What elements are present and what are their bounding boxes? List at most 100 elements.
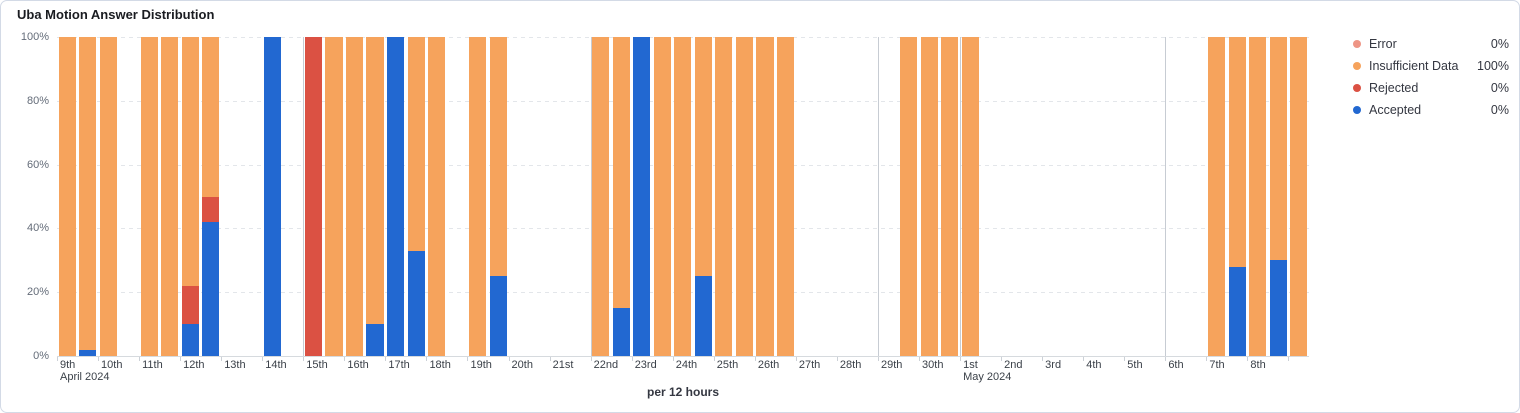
legend-item-insufficient-data[interactable]: Insufficient Data 100% [1353,55,1509,77]
x-axis-label: 6th [1168,359,1184,371]
axis-tick [344,357,346,361]
bar-segment-accepted[interactable] [386,37,405,356]
bar-segment-insufficient-data[interactable] [1249,37,1267,356]
bar-segment-insufficient-data[interactable] [140,37,158,356]
x-axis-label: 22nd [593,359,619,371]
week-boundary-line [303,37,305,356]
legend-label: Error [1369,37,1397,51]
x-axis-label: 23rd [634,359,657,371]
x-axis-label: 13th [224,359,246,371]
bar-segment-accepted[interactable] [79,349,97,356]
bar-segment-insufficient-data[interactable] [1228,37,1246,267]
axis-tick [467,357,469,361]
bar-segment-insufficient-data[interactable] [756,37,774,356]
y-axis-label: 80% [26,94,49,107]
bar-segment-insufficient-data[interactable] [407,37,425,251]
x-axis-title: per 12 hours [646,385,720,399]
bar-segment-insufficient-data[interactable] [79,37,97,350]
bar-segment-insufficient-data[interactable] [366,37,384,325]
x-axis-label: 8th [1250,359,1266,371]
x-axis-label: 11th [142,359,163,371]
x-axis-label: 19th [470,359,492,371]
bar-segment-accepted[interactable] [263,37,281,356]
bar-segment-insufficient-data[interactable] [900,37,918,356]
legend-label: Accepted [1369,103,1422,117]
bar-segment-insufficient-data[interactable] [99,37,117,356]
bar-segment-insufficient-data[interactable] [1207,37,1226,356]
axis-tick [1165,357,1167,361]
axis-tick [385,357,387,361]
week-boundary-line [877,37,879,356]
bar-segment-accepted[interactable] [489,276,507,356]
bar-segment-accepted[interactable] [612,308,630,356]
x-axis-label: 21st [552,359,574,371]
x-axis-label: 14th [265,359,287,371]
axis-tick [1206,357,1208,361]
bar-segment-accepted[interactable] [1228,266,1246,356]
axis-tick [1124,357,1126,361]
bar-segment-insufficient-data[interactable] [469,37,487,356]
bar-segment-insufficient-data[interactable] [181,37,199,286]
legend-dot-icon [1353,40,1361,48]
x-axis-label: 26th [757,359,780,371]
bar-segment-insufficient-data[interactable] [428,37,446,356]
bar-segment-insufficient-data[interactable] [592,37,610,356]
bar-segment-accepted[interactable] [366,324,384,356]
axis-tick [672,357,674,361]
bar-segment-insufficient-data[interactable] [161,37,179,356]
bar-segment-insufficient-data[interactable] [58,37,76,356]
legend-item-accepted[interactable]: Accepted 0% [1353,99,1509,121]
bar-segment-accepted[interactable] [181,324,199,356]
bar-segment-accepted[interactable] [1269,260,1287,356]
bar-segment-insufficient-data[interactable] [489,37,507,277]
x-axis-label: 15th [306,359,328,371]
x-axis-line [57,356,1309,357]
bar-segment-rejected[interactable] [304,37,322,356]
bar-segment-insufficient-data[interactable] [1269,37,1287,261]
bar-segment-insufficient-data[interactable] [202,37,220,197]
week-boundary-line [590,37,592,356]
bar-segment-insufficient-data[interactable] [325,37,343,356]
x-axis-label: 10th [101,359,123,371]
y-axis-label: 100% [20,31,49,43]
x-axis-label: 29th [880,359,903,371]
axis-tick [836,357,838,361]
x-axis-label: 17th [388,359,410,371]
legend-dot-icon [1353,106,1361,114]
chart-title: Uba Motion Answer Distribution [17,7,215,22]
bar-segment-insufficient-data[interactable] [674,37,692,356]
axis-tick [426,357,428,361]
bar-segment-rejected[interactable] [202,196,220,223]
bar-segment-accepted[interactable] [202,222,220,356]
x-axis-label: 7th [1209,359,1225,371]
legend: Error 0% Insufficient Data 100% Rejected 0% Ac… [1353,33,1509,121]
bar-segment-accepted[interactable] [694,276,712,356]
x-axis-label: 9th [60,359,76,371]
legend-item-rejected[interactable]: Rejected 0% [1353,77,1509,99]
bar-segment-accepted[interactable] [633,37,651,356]
bar-segment-insufficient-data[interactable] [920,37,938,356]
axis-tick [508,357,510,361]
bar-segment-accepted[interactable] [407,250,425,356]
legend-value: 0% [1490,103,1509,117]
bar-segment-insufficient-data[interactable] [776,37,795,356]
axis-tick [877,357,879,361]
axis-tick [1083,357,1085,361]
legend-item-error[interactable]: Error 0% [1353,33,1509,55]
bar-segment-insufficient-data[interactable] [735,37,754,356]
bar-segment-insufficient-data[interactable] [345,37,364,356]
x-axis-label: 16th [347,359,369,371]
bar-segment-insufficient-data[interactable] [961,37,979,356]
x-axis-label: 20th [511,359,533,371]
bar-segment-insufficient-data[interactable] [694,37,712,277]
bar-segment-insufficient-data[interactable] [653,37,671,356]
x-axis-label: 1st [963,359,978,371]
bar-segment-insufficient-data[interactable] [1290,37,1308,356]
bar-segment-insufficient-data[interactable] [715,37,733,356]
bar-segment-rejected[interactable] [181,285,199,325]
bar-segment-insufficient-data[interactable] [612,37,630,309]
bar-segment-insufficient-data[interactable] [941,37,959,356]
x-axis-label: 4th [1086,359,1102,371]
axis-tick [549,357,551,361]
